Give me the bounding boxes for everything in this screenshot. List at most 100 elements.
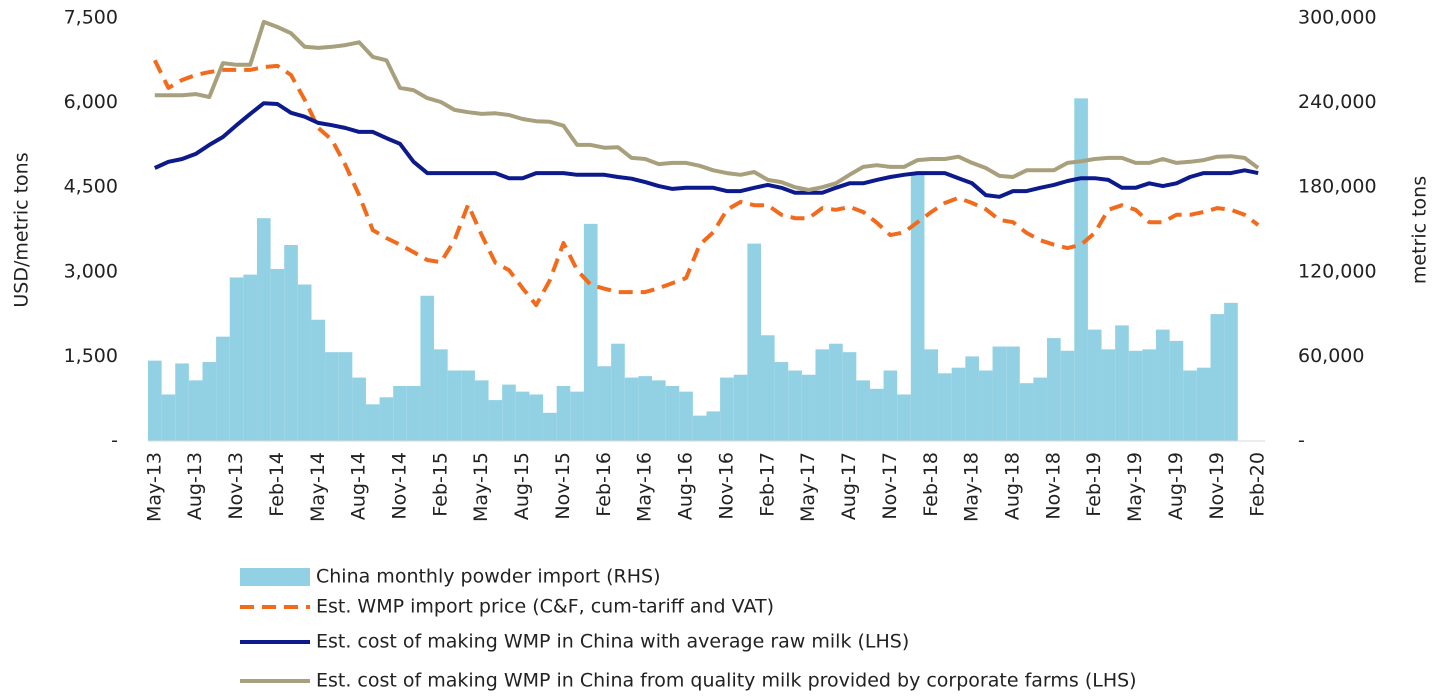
bar <box>1087 329 1102 441</box>
bar <box>1019 383 1034 441</box>
bar <box>679 391 693 441</box>
bar <box>1183 370 1197 441</box>
bar <box>461 370 475 441</box>
bar <box>325 352 339 441</box>
line <box>153 59 1260 308</box>
bar <box>978 370 993 441</box>
bar <box>338 352 353 441</box>
bar <box>1169 340 1184 441</box>
bar <box>1115 325 1129 441</box>
bar <box>188 380 203 441</box>
y2-axis-title: metric tons <box>1409 176 1431 284</box>
line <box>153 101 1259 199</box>
bar <box>216 336 230 441</box>
bar <box>788 370 802 441</box>
bar <box>543 412 557 441</box>
x-tick-label: Feb-17 <box>756 452 778 517</box>
bar <box>706 411 721 441</box>
bar <box>624 377 639 441</box>
x-tick-label: Nov-19 <box>1206 452 1228 520</box>
bar <box>284 245 298 441</box>
bar <box>243 274 257 441</box>
bar <box>842 352 857 441</box>
bar <box>474 380 489 441</box>
x-tick-label: May-13 <box>143 452 165 522</box>
bar <box>801 374 816 441</box>
bar <box>556 386 571 441</box>
y-tick-label: 6,000 <box>64 91 118 113</box>
bar <box>488 400 503 441</box>
bar <box>992 346 1007 441</box>
bar <box>733 374 748 441</box>
bar <box>638 376 653 441</box>
bar <box>774 362 789 441</box>
bar <box>938 373 952 441</box>
bar <box>297 284 312 441</box>
bar <box>406 386 421 441</box>
bar <box>1047 338 1061 441</box>
x-tick-label: Nov-17 <box>879 452 901 520</box>
bar <box>1128 350 1143 441</box>
bar <box>1156 329 1170 441</box>
y-tick-label: 7,500 <box>64 7 118 29</box>
bar <box>665 386 680 441</box>
bar <box>529 394 544 441</box>
y2-tick-label: 240,000 <box>1298 91 1377 113</box>
legend-swatch <box>240 568 310 586</box>
x-tick-label: Nov-13 <box>225 452 247 520</box>
bar <box>148 360 162 441</box>
bar <box>161 394 176 441</box>
bar <box>175 363 189 441</box>
x-tick-label: Aug-18 <box>1001 452 1023 520</box>
bar <box>611 343 625 441</box>
bar <box>352 377 366 441</box>
x-tick-label: Nov-14 <box>389 452 411 520</box>
y-tick-label: - <box>111 430 118 452</box>
bar <box>856 380 870 441</box>
legend-label: Est. cost of making WMP in China from qu… <box>316 670 1137 692</box>
x-tick-label: Nov-18 <box>1042 452 1064 520</box>
x-tick-label: Feb-20 <box>1247 452 1269 517</box>
bar <box>1101 349 1116 441</box>
bar <box>202 362 217 441</box>
bar <box>1224 302 1238 441</box>
y-tick-label: 4,500 <box>64 176 118 198</box>
bar <box>1033 377 1048 441</box>
bar <box>229 277 244 441</box>
bar <box>447 370 462 441</box>
x-tick-label: Aug-19 <box>1165 452 1187 520</box>
bar <box>393 386 407 441</box>
x-tick-label: Aug-13 <box>184 452 206 520</box>
bar <box>420 295 435 441</box>
y2-tick-label: 120,000 <box>1298 260 1377 282</box>
bar <box>1210 314 1225 441</box>
x-tick-label: Feb-16 <box>593 452 615 517</box>
x-tick-label: Nov-15 <box>552 452 574 520</box>
bar <box>815 349 830 441</box>
bar <box>597 366 612 441</box>
bar <box>760 335 775 441</box>
bar <box>720 377 734 441</box>
x-tick-label: Feb-14 <box>266 452 288 517</box>
bar <box>829 343 843 441</box>
bar <box>965 356 979 441</box>
bar <box>1060 350 1075 441</box>
bar <box>747 243 761 441</box>
bar <box>652 380 666 441</box>
x-tick-label: May-16 <box>634 452 656 522</box>
y2-tick-label: - <box>1298 430 1305 452</box>
y2-tick-label: 300,000 <box>1298 7 1377 29</box>
y-tick-label: 3,000 <box>64 260 118 282</box>
bar <box>1142 349 1157 441</box>
y-axis-title: USD/metric tons <box>11 152 33 307</box>
bar <box>515 391 530 441</box>
x-tick-label: Feb-15 <box>429 452 451 517</box>
x-tick-label: May-19 <box>1124 452 1146 522</box>
x-tick-label: May-18 <box>961 452 983 522</box>
x-tick-label: Aug-14 <box>348 452 370 520</box>
bar <box>1196 367 1211 441</box>
y2-tick-label: 60,000 <box>1298 345 1364 367</box>
bar <box>924 349 939 441</box>
legend-label: China monthly powder import (RHS) <box>316 566 661 588</box>
